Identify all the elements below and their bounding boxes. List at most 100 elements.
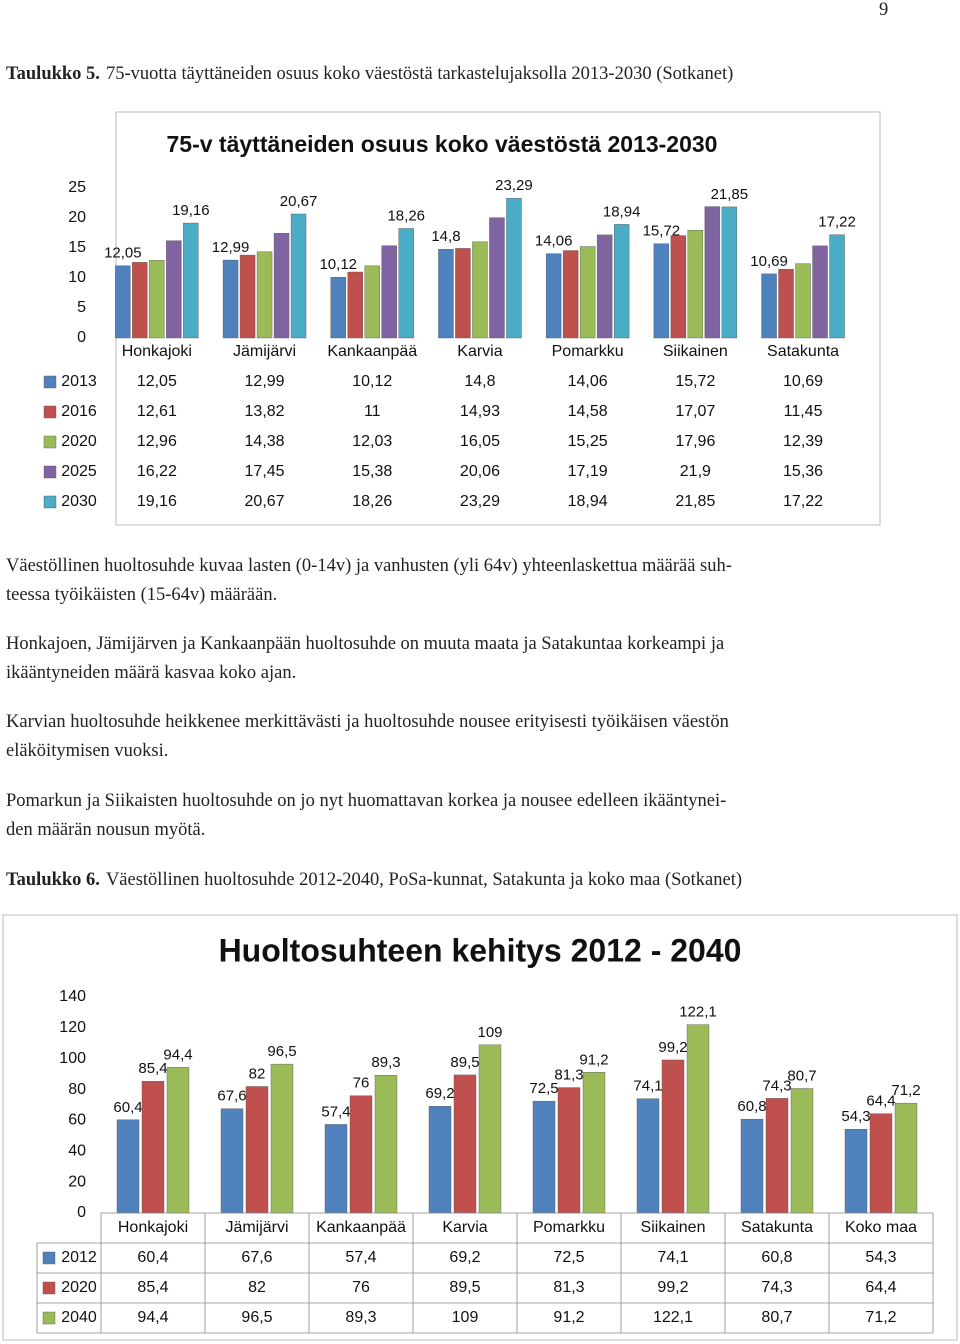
bar [222,259,239,339]
table-cell: 109 [452,1309,479,1326]
bar [381,245,397,339]
data-label: 10,69 [750,253,788,270]
table-cell: 60,4 [137,1249,168,1266]
bar [116,1119,140,1214]
table-cell: 12,96 [137,433,177,450]
paragraph-line: ikääntyneiden määrä kasvaa koko ajan. [6,663,297,683]
table-cell: 14,93 [460,403,500,420]
legend-key [43,435,57,449]
bar [790,1088,814,1214]
caption-label: Taulukko 5. [6,64,100,84]
table-cell: 10,69 [783,373,823,390]
bar [636,1098,660,1214]
table-cell: 16,05 [460,433,500,450]
table-cell: 99,2 [657,1279,688,1296]
y-tick-label: 10 [68,269,86,286]
table-cell: 89,5 [449,1279,480,1296]
bar [220,1108,244,1214]
y-tick-label: 20 [68,1173,86,1190]
table-cell: 18,26 [352,493,392,510]
bar [438,248,454,339]
table-cell: 12,99 [245,373,285,390]
bar [812,245,828,339]
legend-key [42,1311,56,1325]
table-cell: 74,3 [761,1279,792,1296]
bar [347,271,363,339]
caption: Taulukko 6. Väestöllinen huoltosuhde 2012… [6,870,742,890]
table-cell: 85,4 [137,1279,168,1296]
data-label: 76 [353,1075,370,1092]
table-cell: 122,1 [653,1309,693,1326]
category-label: Satakunta [741,1219,813,1236]
bar [765,1098,789,1214]
category-label: Pomarkku [552,343,624,360]
bar [740,1118,764,1214]
table-cell: 19,16 [137,493,177,510]
table-cell: 12,05 [137,373,177,390]
bar [532,1100,556,1214]
table-cell: 54,3 [865,1249,896,1266]
data-label: 60,4 [113,1099,142,1116]
bar [290,213,307,339]
bar [613,224,630,339]
bar [557,1087,581,1214]
bar [687,230,704,339]
table-cell: 57,4 [345,1249,376,1266]
category-label: Siikainen [663,343,728,360]
data-label: 64,4 [866,1093,895,1110]
data-label: 12,99 [212,239,250,256]
chart-title: 75-v täyttäneiden osuus koko väestöstä 2… [167,131,718,157]
category-label: Pomarkku [533,1219,605,1236]
data-label: 69,2 [425,1085,454,1102]
table-cell: 67,6 [241,1249,272,1266]
bar [472,241,488,339]
legend-label: 2040 [61,1309,97,1326]
bar [132,262,148,339]
chart-title: Huoltosuhteen kehitys 2012 - 2040 [219,932,742,968]
data-label: 18,26 [387,207,425,224]
table-cell: 17,45 [245,463,285,480]
category-label: Jämijärvi [233,343,296,360]
y-tick-label: 120 [59,1019,86,1036]
bar [579,246,596,339]
legend-label: 2016 [61,403,97,420]
table-cell: 71,2 [865,1309,896,1326]
data-label: 80,7 [787,1067,816,1084]
data-label: 54,3 [841,1108,870,1125]
category-label: Satakunta [767,343,839,360]
table-cell: 21,85 [675,493,715,510]
table-cell: 14,58 [568,403,608,420]
data-label: 74,3 [762,1077,791,1094]
bar [686,1024,710,1214]
table-cell: 15,38 [352,463,392,480]
y-tick-label: 60 [68,1112,86,1129]
legend-label: 2025 [61,463,97,480]
data-label: 122,1 [679,1004,717,1021]
bar [183,222,199,339]
table-cell: 18,94 [568,493,608,510]
table-cell: 15,72 [675,373,715,390]
bar [829,234,845,339]
bar [364,265,380,339]
paragraph-line: Karvian huoltosuhde heikkenee merkittävä… [6,712,729,732]
bar [704,206,721,339]
y-tick-label: 15 [68,239,86,256]
table-cell: 14,8 [464,373,495,390]
paragraph-line: Honkajoen, Jämijärven ja Kankaanpään huo… [6,634,725,654]
category-label: Koko maa [845,1219,917,1236]
bar [596,234,613,339]
bar [653,243,670,339]
data-label: 94,4 [163,1046,192,1063]
category-label: Kankaanpää [316,1219,406,1236]
legend-key [43,495,57,509]
category-label: Kankaanpää [327,343,417,360]
bar [428,1106,452,1214]
table-cell: 12,03 [352,433,392,450]
table-cell: 12,61 [137,403,177,420]
data-label: 14,06 [535,233,573,250]
table-cell: 74,1 [657,1249,688,1266]
bar [239,254,256,339]
data-label: 82 [249,1065,266,1082]
y-tick-label: 0 [77,329,86,346]
data-label: 12,05 [104,245,142,262]
